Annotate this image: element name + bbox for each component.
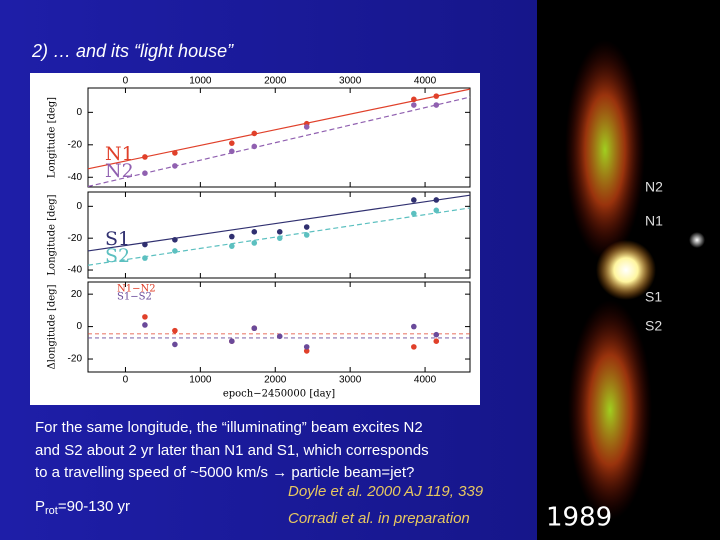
legend-label: N1−N2 bbox=[117, 284, 156, 295]
legend-label: N2 bbox=[105, 160, 134, 182]
period-symbol: P bbox=[35, 498, 45, 515]
fit-line bbox=[87, 88, 471, 170]
image-label: S1 bbox=[645, 289, 662, 305]
point bbox=[142, 322, 148, 328]
point bbox=[303, 232, 310, 238]
y-tick-label: -40 bbox=[68, 265, 83, 276]
point bbox=[433, 338, 440, 344]
point bbox=[229, 243, 235, 249]
x-tick-label: 3000 bbox=[339, 76, 362, 87]
point bbox=[433, 331, 440, 338]
y-tick-label: 0 bbox=[76, 107, 82, 118]
reference: Corradi et al. in preparation bbox=[288, 510, 470, 527]
point bbox=[229, 148, 235, 155]
star bbox=[689, 232, 705, 248]
point bbox=[433, 102, 440, 108]
point bbox=[142, 241, 148, 248]
x-tick-label: 4000 bbox=[414, 76, 437, 87]
point bbox=[276, 229, 283, 235]
point bbox=[229, 338, 235, 344]
point bbox=[303, 224, 310, 230]
period: Prot=90-130 yr bbox=[35, 498, 130, 517]
point bbox=[172, 150, 178, 156]
chart-background bbox=[30, 73, 480, 405]
plot-frame bbox=[87, 191, 471, 279]
period-text: =90-130 yr bbox=[58, 498, 130, 515]
point bbox=[411, 344, 417, 350]
x-axis-label: epoch−2450000 [day] bbox=[223, 389, 335, 400]
slide-title: 2) … and its “light house” bbox=[31, 41, 234, 61]
y-tick-label: -20 bbox=[68, 354, 83, 365]
body-text: For the same longitude, the “illuminatin… bbox=[35, 419, 423, 436]
body-text: to a travelling speed of ~5000 km/s → pa… bbox=[35, 464, 414, 481]
south-lobe bbox=[568, 300, 652, 520]
point bbox=[251, 325, 258, 332]
y-tick-label: 20 bbox=[71, 289, 83, 300]
point bbox=[251, 240, 258, 246]
period-subscript: rot bbox=[45, 505, 58, 517]
point bbox=[411, 96, 417, 103]
point bbox=[303, 344, 310, 350]
legend-label: N1 bbox=[105, 143, 134, 165]
legend-label: S1−S2 bbox=[117, 292, 152, 303]
x-tick-label: 1000 bbox=[189, 375, 212, 386]
point bbox=[229, 233, 235, 240]
point bbox=[251, 130, 258, 137]
x-tick-label: 4000 bbox=[414, 375, 437, 386]
point bbox=[142, 255, 148, 261]
y-axis-label: Longitude [deg] bbox=[47, 97, 58, 178]
north-lobe bbox=[565, 40, 645, 260]
y-axis-label: Longitude [deg] bbox=[47, 194, 58, 275]
point bbox=[411, 323, 417, 330]
image-label: S2 bbox=[645, 318, 662, 334]
point bbox=[172, 236, 178, 243]
plot-frame bbox=[87, 87, 471, 188]
point bbox=[433, 93, 440, 99]
point bbox=[142, 170, 148, 177]
point bbox=[251, 229, 258, 235]
x-tick-label: 2000 bbox=[264, 375, 287, 386]
y-tick-label: -20 bbox=[68, 139, 83, 150]
y-tick-label: 0 bbox=[76, 201, 82, 212]
x-tick-label: 0 bbox=[123, 76, 129, 87]
y-tick-label: -20 bbox=[68, 233, 83, 244]
legend-label: S1 bbox=[105, 228, 130, 250]
point bbox=[251, 143, 258, 150]
point bbox=[276, 235, 283, 241]
point bbox=[411, 102, 417, 108]
x-tick-label: 2000 bbox=[264, 76, 287, 87]
image-label: N1 bbox=[645, 213, 663, 229]
fit-line bbox=[87, 194, 471, 252]
x-tick-label: 3000 bbox=[339, 375, 362, 386]
y-axis-label: Δlongitude [deg] bbox=[47, 284, 58, 369]
point bbox=[303, 124, 310, 130]
x-tick-label: 1000 bbox=[189, 76, 212, 87]
point bbox=[172, 327, 178, 334]
point bbox=[303, 348, 310, 354]
point bbox=[172, 248, 178, 254]
body-text: and S2 about 2 yr later than N1 and S1, … bbox=[35, 442, 429, 459]
point bbox=[433, 197, 440, 203]
point bbox=[172, 163, 178, 169]
legend-label: S2 bbox=[105, 245, 130, 267]
x-tick-label: 0 bbox=[123, 375, 129, 386]
point bbox=[433, 207, 440, 214]
point bbox=[142, 154, 148, 160]
point bbox=[142, 314, 148, 320]
point bbox=[276, 333, 283, 340]
y-tick-label: -40 bbox=[68, 172, 83, 183]
point bbox=[411, 197, 417, 203]
fit-line bbox=[87, 96, 471, 188]
image-year: 1989 bbox=[546, 503, 612, 533]
point bbox=[229, 140, 235, 146]
y-tick-label: 0 bbox=[76, 321, 82, 332]
reference: Doyle et al. 2000 AJ 119, 339 bbox=[288, 483, 484, 500]
point bbox=[172, 341, 178, 348]
core bbox=[596, 240, 656, 300]
image-label: N2 bbox=[645, 179, 663, 195]
point bbox=[411, 210, 417, 217]
